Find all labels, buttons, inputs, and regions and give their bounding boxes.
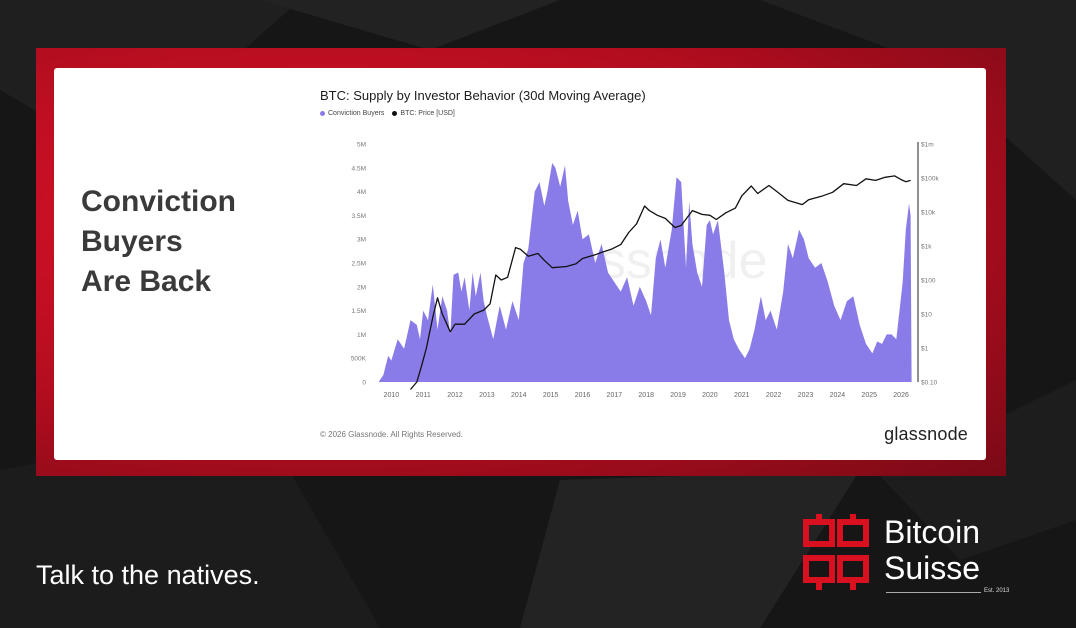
legend-label-price: BTC: Price [USD] (400, 110, 455, 117)
x-tick-label: 2016 (575, 392, 591, 399)
headline-line-1: Conviction (81, 185, 236, 218)
x-tick-label: 2019 (670, 392, 686, 399)
x-tick-label: 2023 (798, 392, 814, 399)
legend-item-price: BTC: Price [USD] (392, 110, 455, 117)
y-left-tick-label: 0 (362, 380, 366, 387)
logo-text: Bitcoin Suisse (884, 514, 980, 586)
x-tick-label: 2021 (734, 392, 750, 399)
y-right-tick-label: $1 (921, 346, 929, 353)
x-tick-label: 2018 (638, 392, 654, 399)
y-left-tick-label: 1.5M (352, 308, 366, 315)
bitcoin-suisse-logo: Bitcoin Suisse Est. 2013 (802, 514, 1012, 598)
x-tick-label: 2013 (479, 392, 495, 399)
glassnode-brand: glassnode (884, 424, 968, 444)
x-tick-label: 2015 (543, 392, 559, 399)
legend-label-supply: Conviction Buyers (328, 110, 385, 117)
y-left-tick-label: 4.5M (352, 165, 366, 172)
headline-line-3: Are Back (81, 265, 212, 298)
y-left-tick-label: 5M (357, 142, 366, 149)
x-tick-label: 2024 (830, 392, 846, 399)
chart-legend: Conviction Buyers BTC: Price [USD] (320, 110, 455, 117)
chart: glassnode0500K1M1.5M2M2.5M3M3.5M4M4.5M5M… (351, 142, 940, 400)
logo-line-1: Bitcoin (884, 514, 981, 550)
x-tick-label: 2020 (702, 392, 718, 399)
logo-divider (886, 592, 981, 593)
y-right-tick-label: $1k (921, 244, 932, 251)
headline: Conviction Buyers Are Back (81, 182, 301, 302)
x-tick-label: 2014 (511, 392, 527, 399)
x-tick-label: 2022 (766, 392, 782, 399)
y-left-tick-label: 3M (357, 237, 366, 244)
legend-swatch-price (392, 111, 398, 116)
x-tick-label: 2026 (893, 392, 909, 399)
y-left-tick-label: 1M (357, 332, 366, 339)
bitcoin-suisse-b-icon (803, 514, 869, 590)
x-tick-label: 2017 (607, 392, 623, 399)
y-right-tick-label: $10 (921, 312, 932, 319)
chart-title: BTC: Supply by Investor Behavior (30d Mo… (320, 88, 646, 103)
series-area-conviction-buyers (378, 163, 912, 382)
y-left-tick-label: 3.5M (352, 213, 366, 220)
copyright: © 2026 Glassnode. All Rights Reserved. (320, 430, 463, 439)
y-right-tick-label: $100 (921, 278, 936, 285)
chart-card: Conviction Buyers Are Back glassnode 0 500… (54, 68, 986, 460)
y-left-tick-label: 4M (357, 189, 366, 196)
logo-line-2: Suisse (884, 550, 981, 586)
y-left-tick-label: 500K (351, 356, 367, 363)
tagline: Talk to the natives. (36, 560, 260, 590)
y-right-tick-label: $1m (921, 142, 934, 149)
series-line-btc-price (410, 175, 911, 390)
y-right-tick-label: $100k (921, 176, 939, 183)
legend-item-supply: Conviction Buyers (320, 110, 384, 117)
headline-line-2: Buyers (81, 225, 183, 258)
x-tick-label: 2011 (416, 392, 431, 399)
legend-swatch-supply (320, 111, 325, 116)
x-tick-label: 2010 (384, 392, 400, 399)
y-right-tick-label: $10k (921, 210, 936, 217)
x-tick-label: 2025 (861, 392, 877, 399)
x-tick-label: 2012 (447, 392, 463, 399)
logo-est: Est. 2013 (984, 588, 1010, 594)
y-left-tick-label: 2.5M (352, 261, 366, 268)
y-left-tick-label: 2M (357, 284, 366, 291)
y-right-tick-label: $0.10 (921, 380, 938, 387)
